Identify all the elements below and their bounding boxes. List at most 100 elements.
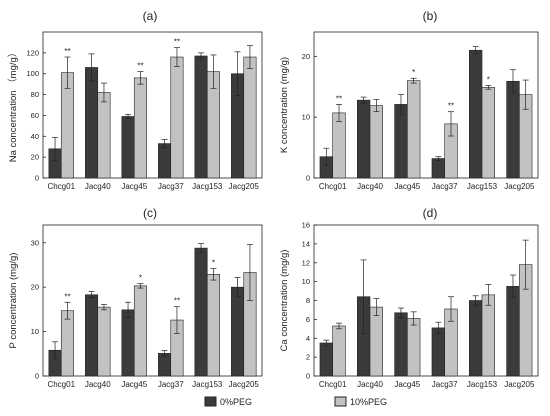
significance-marker: ** [64,47,70,56]
plot-frame [42,31,263,179]
bar-10-peg-jacg45 [133,77,147,179]
y-axis-title: K concentration (mg/g) [279,57,290,153]
bar-0-peg-jacg40 [85,294,99,377]
legend: 0%PEG 10%PEG [204,396,387,407]
plot-frame [42,224,263,377]
bar-0-peg-chcg01 [319,342,333,377]
legend-swatch-0peg [204,396,217,407]
x-category-label: Jacg45 [121,380,147,389]
x-category-label: Chcg01 [47,182,75,191]
bar-0-peg-jacg37 [431,158,445,179]
bar-0-peg-jacg205 [506,286,520,377]
y-tick-label: 10 [302,113,310,122]
bar-10-peg-jacg153 [206,273,220,377]
bar-0-peg-jacg40 [357,99,371,179]
bar-0-peg-jacg153 [469,300,483,377]
bar-0-peg-jacg45 [394,104,408,179]
y-tick-label: 20 [31,283,39,292]
panel-label: (c) [143,206,157,220]
x-category-label: Jacg37 [432,380,458,389]
bar-0-peg-jacg153 [194,247,208,377]
y-axis-title: Ca concentration (mg/g) [279,250,290,352]
bar-10-peg-jacg40 [97,306,111,377]
x-category-label: Jacg205 [229,182,260,191]
bar-0-peg-jacg205 [506,80,520,179]
panel-label: (d) [423,206,438,220]
y-tick-label: 0 [306,372,310,381]
x-category-label: Jacg45 [121,182,147,191]
y-axis-title: P concentration (mg/g) [8,253,19,349]
legend-swatch-10peg [334,396,347,407]
y-axis-title: Na concentration （mg/g） [7,48,19,163]
bar-10-peg-jacg153 [481,87,495,179]
y-tick-label: 100 [26,69,39,78]
bar-0-peg-jacg45 [394,312,408,377]
significance-marker: ** [174,38,180,47]
y-tick-label: 4 [306,334,310,343]
y-tick-label: 16 [302,221,310,230]
plot-frame [313,224,539,377]
significance-marker: * [487,76,490,85]
x-category-label: Jacg153 [192,182,223,191]
y-tick-label: 10 [31,327,39,336]
bar-10-peg-jacg37 [170,56,184,179]
x-category-label: Jacg153 [467,380,498,389]
bar-0-peg-jacg45 [121,309,135,377]
bar-10-peg-jacg45 [133,285,147,377]
y-tick-label: 20 [302,52,310,61]
bar-10-peg-jacg45 [407,318,421,377]
plot-frame [313,31,539,179]
x-category-label: Jacg205 [229,380,260,389]
panel-label: (b) [423,9,438,23]
y-tick-label: 80 [31,90,39,99]
significance-marker: * [412,68,415,77]
x-category-label: Chcg01 [319,182,347,191]
x-category-label: Jacg37 [158,380,184,389]
y-tick-label: 120 [26,48,39,57]
bar-0-peg-jacg153 [194,55,208,179]
x-category-label: Jacg37 [432,182,458,191]
bar-0-peg-jacg37 [431,327,445,377]
panel-label: (a) [143,9,158,23]
bar-10-peg-chcg01 [332,112,346,179]
y-tick-label: 6 [306,315,310,324]
bar-10-peg-jacg45 [407,80,421,179]
bar-10-peg-jacg40 [369,105,383,179]
bar-10-peg-jacg153 [481,294,495,377]
x-category-label: Jacg205 [504,182,535,191]
y-tick-label: 20 [31,153,39,162]
bar-10-peg-chcg01 [332,325,346,377]
chart-panel-a: (a) 0 20 40 60 80 100 120 Na concentration （mg/g… [7,9,263,191]
significance-marker: * [139,274,142,283]
y-tick-label: 0 [35,372,39,381]
bar-0-peg-jacg40 [85,67,99,179]
bar-0-peg-jacg37 [158,353,172,377]
significance-marker: ** [448,102,454,111]
x-category-label: Jacg40 [85,182,111,191]
y-tick-label: 2 [306,353,310,362]
y-tick-label: 10 [302,277,310,286]
bar-10-peg-jacg40 [369,306,383,377]
x-category-label: Jacg40 [85,380,111,389]
x-category-label: Jacg40 [357,380,383,389]
x-category-label: Chcg01 [319,380,347,389]
y-tick-label: 30 [31,238,39,247]
y-tick-label: 14 [302,239,310,248]
bar-0-peg-jacg153 [469,49,483,179]
x-category-label: Jacg153 [467,182,498,191]
bar-0-peg-jacg37 [158,143,172,179]
x-category-label: Jacg37 [158,182,184,191]
y-tick-label: 0 [35,174,39,183]
x-category-label: Chcg01 [47,380,75,389]
y-tick-label: 12 [302,258,310,267]
bar-10-peg-chcg01 [60,310,74,377]
y-tick-label: 40 [31,132,39,141]
x-category-label: Jacg40 [357,182,383,191]
legend-label-0peg: 0%PEG [220,397,252,407]
significance-marker: ** [64,292,70,301]
significance-marker: ** [336,94,342,103]
chart-panel-d: (d) 0 2 4 6 8 10 12 14 16 Ca concentration (mg/g) C… [279,206,539,389]
